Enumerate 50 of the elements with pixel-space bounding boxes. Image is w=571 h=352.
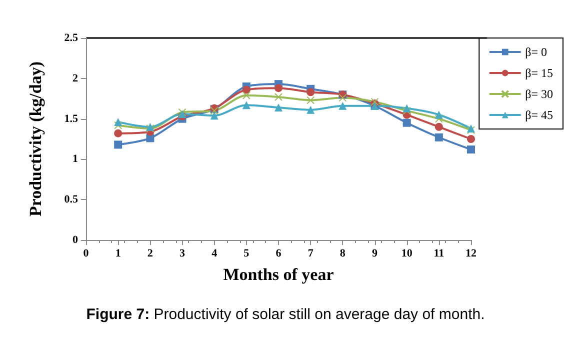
point bbox=[402, 118, 411, 127]
point bbox=[274, 92, 282, 101]
x-tick-label: 6 bbox=[276, 248, 282, 260]
x-tick-label: 11 bbox=[434, 248, 444, 260]
x-tick-label: 1 bbox=[115, 248, 121, 260]
point bbox=[434, 133, 443, 142]
x-tick-label: 10 bbox=[401, 248, 413, 260]
x-tick-label: 8 bbox=[340, 248, 346, 260]
point bbox=[402, 104, 411, 112]
y-tick-label: 1 bbox=[72, 153, 78, 166]
x-tick-label: 9 bbox=[372, 248, 378, 260]
x-tick-label: 4 bbox=[212, 248, 218, 260]
point bbox=[306, 88, 315, 96]
y-tick-label: 0.5 bbox=[64, 194, 78, 206]
point bbox=[114, 121, 122, 130]
point bbox=[114, 129, 122, 138]
point bbox=[402, 106, 411, 115]
x-tick-label: 5 bbox=[244, 248, 250, 260]
x-tick-label: 2 bbox=[147, 248, 154, 260]
point bbox=[114, 118, 122, 126]
y-tick-label: 2.5 bbox=[64, 32, 78, 44]
point bbox=[467, 135, 475, 143]
point bbox=[434, 110, 443, 119]
x-tick-label: 3 bbox=[180, 248, 186, 260]
legend-label: β= 45 bbox=[525, 108, 553, 122]
point bbox=[210, 112, 218, 120]
point bbox=[306, 106, 315, 114]
y-tick-label: 1.5 bbox=[64, 112, 78, 125]
point bbox=[467, 146, 475, 154]
x-tick-label: 0 bbox=[83, 248, 90, 260]
point bbox=[434, 122, 443, 131]
point bbox=[242, 101, 250, 110]
legend-label: β= 0 bbox=[525, 45, 547, 59]
point bbox=[114, 140, 122, 149]
point bbox=[306, 96, 315, 104]
point bbox=[274, 103, 282, 112]
y-tick-label: 0 bbox=[72, 234, 78, 246]
x-tick-label: 7 bbox=[308, 248, 314, 260]
legend-label: β= 30 bbox=[525, 87, 553, 101]
x-tick-label: 12 bbox=[466, 248, 477, 260]
y-axis-title: Productivity (kg/day) bbox=[26, 61, 45, 217]
caption: Figure 7: Productivity of solar still on average day of month. bbox=[85, 306, 486, 323]
y-tick-label: 2 bbox=[72, 72, 78, 84]
point bbox=[242, 86, 250, 94]
x-axis-title: Months of year bbox=[223, 265, 334, 284]
point bbox=[338, 102, 347, 110]
point bbox=[242, 91, 250, 100]
legend-label: β= 15 bbox=[525, 66, 553, 80]
point bbox=[274, 84, 282, 92]
point bbox=[338, 94, 347, 102]
